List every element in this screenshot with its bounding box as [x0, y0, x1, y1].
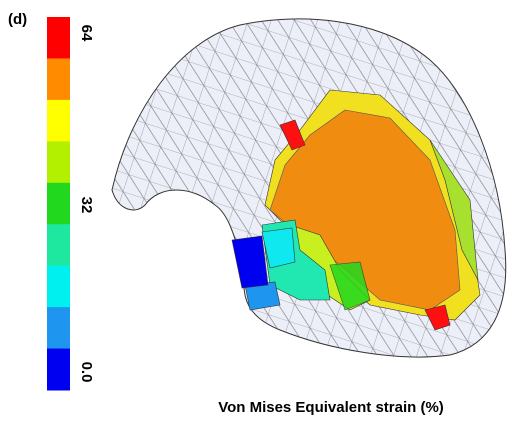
colorbar-label: 64: [78, 25, 95, 42]
colorbar-segment: [47, 224, 70, 266]
colorbar-segment: [47, 266, 70, 308]
mesh-model: [112, 19, 506, 357]
colorbar-label: 32: [78, 197, 95, 214]
colorbar-segment: [47, 58, 70, 100]
colorbar-segment: [47, 17, 70, 59]
colorbar-segment: [47, 349, 70, 391]
caption: Von Mises Equivalent strain (%): [218, 399, 444, 416]
colorbar-segment: [47, 183, 70, 225]
colorbar-segment: [47, 100, 70, 142]
figure: (d) 64 32 0.0 Von Mises Equivalent strai…: [0, 0, 527, 427]
panel-label: (d): [8, 11, 27, 28]
colorbar-label: 0.0: [78, 362, 95, 383]
colorbar-segment: [47, 141, 70, 183]
colorbar: [47, 17, 70, 391]
colorbar-segment: [47, 307, 70, 349]
